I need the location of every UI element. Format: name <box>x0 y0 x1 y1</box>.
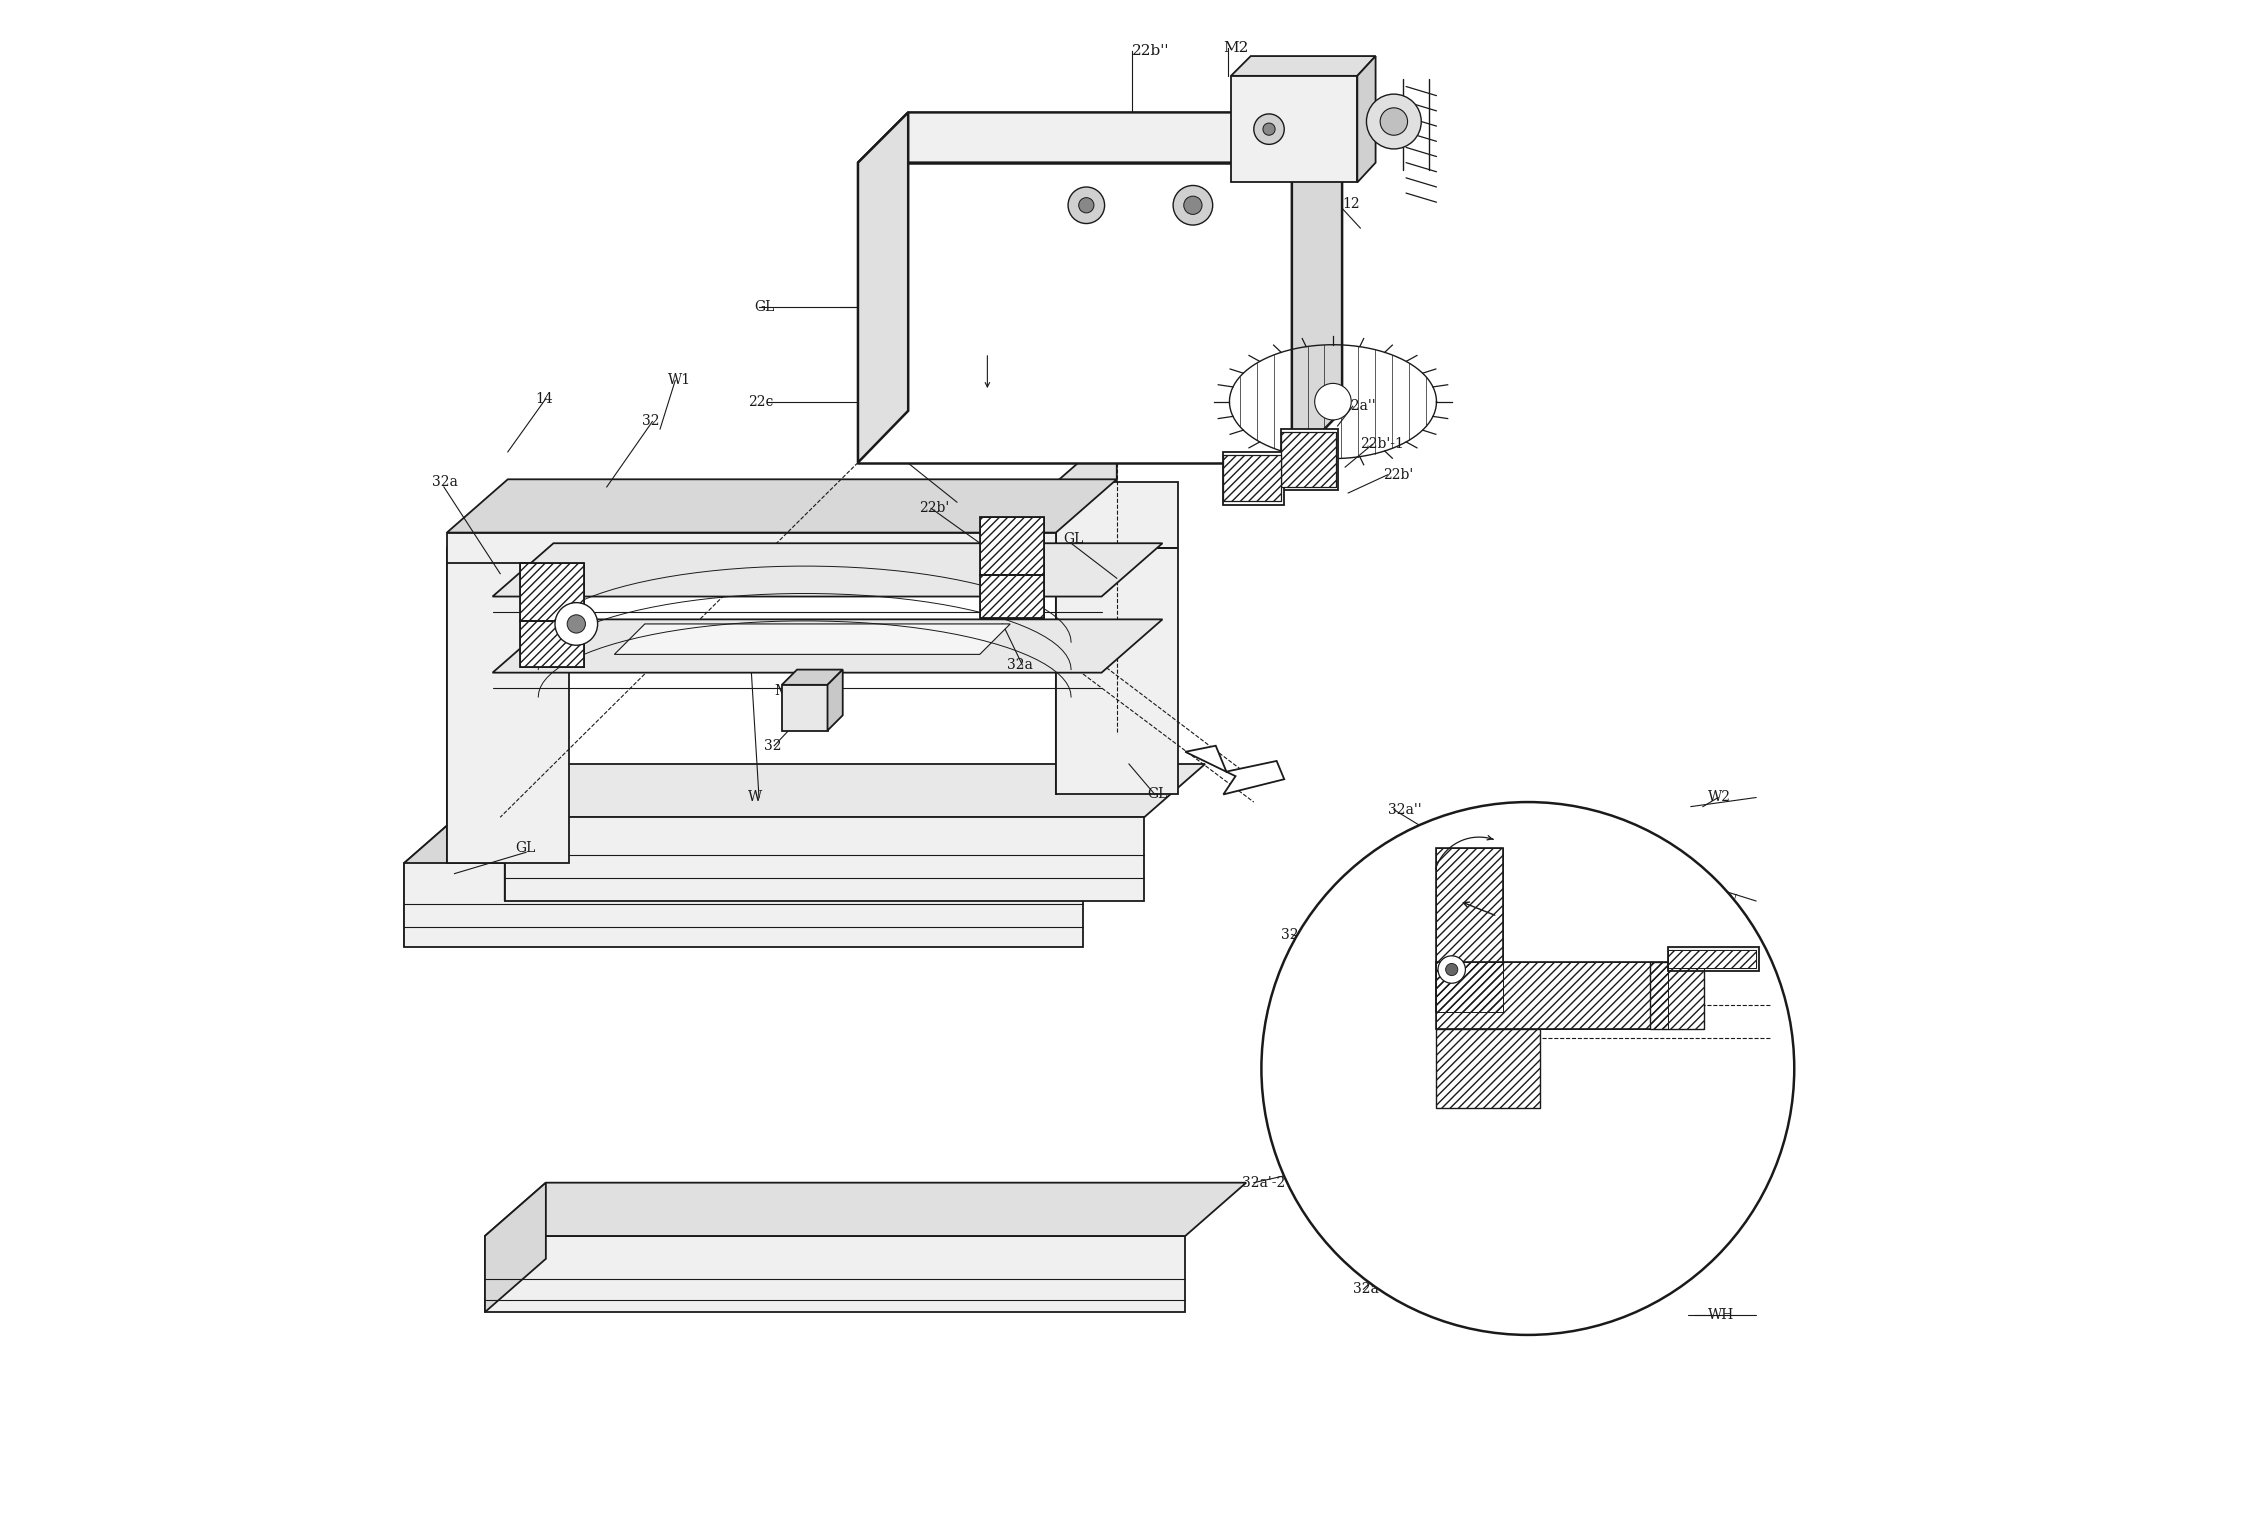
Text: 32a: 32a <box>432 475 457 489</box>
Polygon shape <box>1223 452 1284 506</box>
Text: M4: M4 <box>774 685 797 698</box>
Polygon shape <box>446 549 568 863</box>
Text: 22a': 22a' <box>1272 307 1302 322</box>
Text: 22b'': 22b'' <box>1132 44 1170 58</box>
Text: W: W <box>1723 894 1736 908</box>
Polygon shape <box>1055 429 1116 795</box>
Text: 12: 12 <box>1343 197 1361 211</box>
Text: 32a'-1: 32a'-1 <box>1483 1308 1526 1322</box>
Polygon shape <box>1055 483 1177 795</box>
Text: 22b'-1: 22b'-1 <box>1361 437 1404 451</box>
Circle shape <box>555 602 598 645</box>
Polygon shape <box>521 620 584 666</box>
Polygon shape <box>858 113 1343 162</box>
Polygon shape <box>1358 57 1377 182</box>
Polygon shape <box>829 669 842 730</box>
Polygon shape <box>1669 947 1759 972</box>
Text: W2: W2 <box>1707 790 1730 805</box>
Circle shape <box>1447 964 1458 975</box>
Text: 22: 22 <box>1232 283 1247 296</box>
Text: 22a: 22a <box>976 121 1003 134</box>
Polygon shape <box>1186 746 1284 795</box>
Text: 22b': 22b' <box>1383 468 1413 481</box>
Polygon shape <box>1435 1028 1540 1108</box>
Circle shape <box>1173 185 1214 225</box>
Text: 22a'': 22a'' <box>1343 399 1377 413</box>
Polygon shape <box>405 863 1082 947</box>
Polygon shape <box>405 810 1143 863</box>
Text: 32a'-2: 32a'-2 <box>1241 1175 1286 1190</box>
Circle shape <box>1438 957 1465 983</box>
Text: 22b': 22b' <box>919 501 949 515</box>
Polygon shape <box>1435 963 1669 1028</box>
Polygon shape <box>521 562 584 620</box>
Polygon shape <box>484 1236 1186 1313</box>
Text: 100: 100 <box>1030 121 1057 134</box>
Polygon shape <box>1232 76 1358 182</box>
Polygon shape <box>1669 950 1757 969</box>
Text: 2: 2 <box>1311 229 1322 248</box>
Circle shape <box>1381 108 1408 136</box>
Text: W1: W1 <box>668 373 691 387</box>
Circle shape <box>1078 197 1094 212</box>
Polygon shape <box>1650 963 1705 1028</box>
Text: GL: GL <box>1064 532 1084 545</box>
Text: 32a': 32a' <box>1354 1282 1383 1296</box>
Circle shape <box>1254 115 1284 144</box>
Polygon shape <box>505 764 1204 817</box>
Polygon shape <box>1435 848 1503 1012</box>
Text: GL: GL <box>754 301 774 315</box>
Text: 32a: 32a <box>1007 659 1032 672</box>
Polygon shape <box>484 1183 1245 1236</box>
Polygon shape <box>494 619 1161 672</box>
Polygon shape <box>494 544 1161 596</box>
Circle shape <box>1261 802 1795 1335</box>
Polygon shape <box>781 669 842 685</box>
Text: 14: 14 <box>534 391 552 405</box>
Text: GL: GL <box>1148 787 1168 802</box>
Text: WH: WH <box>1707 1308 1734 1322</box>
Text: 32: 32 <box>641 414 659 428</box>
Polygon shape <box>614 623 1010 654</box>
Polygon shape <box>1232 57 1377 76</box>
Polygon shape <box>405 810 464 947</box>
Text: 14: 14 <box>1293 1044 1309 1057</box>
Polygon shape <box>505 764 566 902</box>
Polygon shape <box>505 817 1143 902</box>
Circle shape <box>1069 186 1105 223</box>
Text: 22c: 22c <box>749 394 774 408</box>
Text: M2: M2 <box>1223 41 1250 55</box>
Text: 12a: 12a <box>1295 141 1320 154</box>
Text: W1: W1 <box>1707 1175 1730 1190</box>
Circle shape <box>568 614 586 633</box>
Polygon shape <box>1281 429 1338 490</box>
Text: GL: GL <box>516 840 537 854</box>
Circle shape <box>1367 95 1422 148</box>
Circle shape <box>1263 124 1275 136</box>
Text: 32a'': 32a'' <box>1388 802 1422 816</box>
Polygon shape <box>1223 455 1281 501</box>
Text: W: W <box>749 790 763 805</box>
Polygon shape <box>446 495 507 863</box>
Text: 14: 14 <box>874 440 892 454</box>
Polygon shape <box>858 113 908 463</box>
Circle shape <box>1315 384 1352 420</box>
Polygon shape <box>484 1183 546 1313</box>
Polygon shape <box>858 162 1293 463</box>
Text: GL: GL <box>1275 364 1295 379</box>
Text: 32a: 32a <box>1281 927 1306 941</box>
Text: 32: 32 <box>763 738 781 753</box>
Circle shape <box>1184 196 1202 214</box>
Polygon shape <box>1293 113 1343 463</box>
Polygon shape <box>1281 432 1336 487</box>
Polygon shape <box>781 685 829 730</box>
Polygon shape <box>446 480 1116 533</box>
Text: 22a'-1: 22a'-1 <box>1322 79 1365 93</box>
Text: 4: 4 <box>1501 860 1510 874</box>
Text: 22b: 22b <box>953 148 980 162</box>
Polygon shape <box>980 518 1044 575</box>
Polygon shape <box>980 575 1044 617</box>
Polygon shape <box>446 533 1055 562</box>
